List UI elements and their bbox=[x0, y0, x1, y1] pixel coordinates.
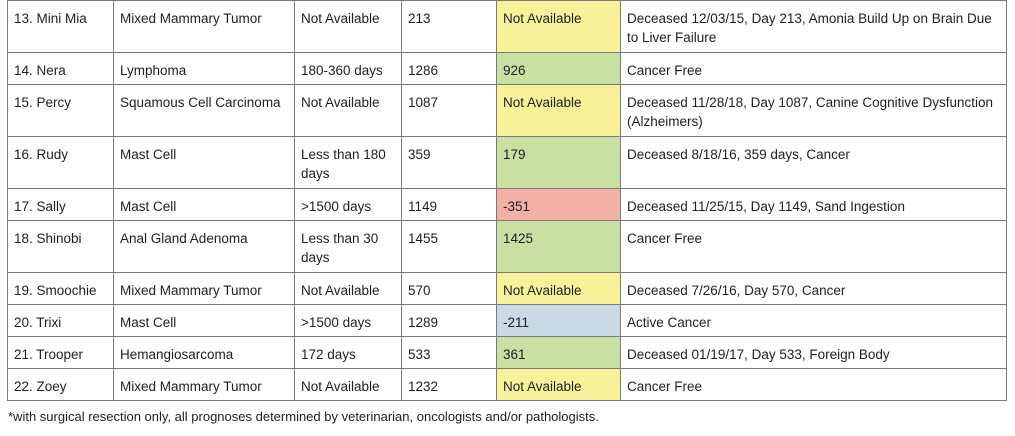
patient-cell: 15. Percy bbox=[7, 84, 114, 137]
patient-cell: 22. Zoey bbox=[7, 368, 114, 401]
patient-cell: 14. Nera bbox=[7, 52, 114, 85]
diagnosis-cell: Mast Cell bbox=[113, 136, 295, 189]
days-cell: 1289 bbox=[401, 304, 497, 337]
patient-cell: 19. Smoochie bbox=[7, 272, 114, 305]
diagnosis-cell: Anal Gland Adenoma bbox=[113, 220, 295, 273]
table-row: 13. Mini Mia Mixed Mammary Tumor Not Ava… bbox=[7, 0, 1007, 53]
prognosis-cell: Not Available bbox=[294, 272, 402, 305]
prognosis-cell: Not Available bbox=[294, 84, 402, 137]
diagnosis-cell: Mixed Mammary Tumor bbox=[113, 0, 295, 53]
difference-cell: -211 bbox=[496, 304, 621, 337]
days-cell: 213 bbox=[401, 0, 497, 53]
patient-cell: 20. Trixi bbox=[7, 304, 114, 337]
diagnosis-cell: Mast Cell bbox=[113, 304, 295, 337]
difference-cell: 1425 bbox=[496, 220, 621, 273]
outcome-cell: Cancer Free bbox=[620, 220, 1007, 273]
diagnosis-cell: Lymphoma bbox=[113, 52, 295, 85]
table-row: 17. Sally Mast Cell >1500 days 1149 -351… bbox=[7, 188, 1007, 221]
prognosis-cell: Not Available bbox=[294, 0, 402, 53]
table-row: 19. Smoochie Mixed Mammary Tumor Not Ava… bbox=[7, 272, 1007, 305]
prognosis-cell: Less than 30 days bbox=[294, 220, 402, 273]
table-row: 21. Trooper Hemangiosarcoma 172 days 533… bbox=[7, 336, 1007, 369]
outcome-cell: Deceased 01/19/17, Day 533, Foreign Body bbox=[620, 336, 1007, 369]
footnote: *with surgical resection only, all progn… bbox=[8, 409, 599, 424]
outcome-cell: Active Cancer bbox=[620, 304, 1007, 337]
prognosis-cell: 172 days bbox=[294, 336, 402, 369]
diagnosis-cell: Mixed Mammary Tumor bbox=[113, 272, 295, 305]
patient-cell: 16. Rudy bbox=[7, 136, 114, 189]
prognosis-cell: >1500 days bbox=[294, 304, 402, 337]
days-cell: 1286 bbox=[401, 52, 497, 85]
table-row: 22. Zoey Mixed Mammary Tumor Not Availab… bbox=[7, 368, 1007, 401]
days-cell: 1232 bbox=[401, 368, 497, 401]
outcome-cell: Deceased 8/18/16, 359 days, Cancer bbox=[620, 136, 1007, 189]
difference-cell: Not Available bbox=[496, 368, 621, 401]
case-results-table: 13. Mini Mia Mixed Mammary Tumor Not Ava… bbox=[7, 0, 1007, 401]
patient-cell: 13. Mini Mia bbox=[7, 0, 114, 53]
days-cell: 533 bbox=[401, 336, 497, 369]
diagnosis-cell: Mast Cell bbox=[113, 188, 295, 221]
table-row: 16. Rudy Mast Cell Less than 180 days 35… bbox=[7, 136, 1007, 189]
days-cell: 359 bbox=[401, 136, 497, 189]
outcome-cell: Deceased 11/25/15, Day 1149, Sand Ingest… bbox=[620, 188, 1007, 221]
prognosis-cell: Not Available bbox=[294, 368, 402, 401]
difference-cell: 926 bbox=[496, 52, 621, 85]
diagnosis-cell: Hemangiosarcoma bbox=[113, 336, 295, 369]
outcome-cell: Deceased 12/03/15, Day 213, Amonia Build… bbox=[620, 0, 1007, 53]
prognosis-cell: 180-360 days bbox=[294, 52, 402, 85]
difference-cell: -351 bbox=[496, 188, 621, 221]
table-row: 15. Percy Squamous Cell Carcinoma Not Av… bbox=[7, 84, 1007, 137]
table-row: 20. Trixi Mast Cell >1500 days 1289 -211… bbox=[7, 304, 1007, 337]
difference-cell: 179 bbox=[496, 136, 621, 189]
days-cell: 1455 bbox=[401, 220, 497, 273]
difference-cell: 361 bbox=[496, 336, 621, 369]
outcome-cell: Deceased 7/26/16, Day 570, Cancer bbox=[620, 272, 1007, 305]
patient-cell: 21. Trooper bbox=[7, 336, 114, 369]
days-cell: 570 bbox=[401, 272, 497, 305]
diagnosis-cell: Squamous Cell Carcinoma bbox=[113, 84, 295, 137]
prognosis-cell: Less than 180 days bbox=[294, 136, 402, 189]
days-cell: 1149 bbox=[401, 188, 497, 221]
table-row: 18. Shinobi Anal Gland Adenoma Less than… bbox=[7, 220, 1007, 273]
outcome-cell: Cancer Free bbox=[620, 52, 1007, 85]
patient-cell: 18. Shinobi bbox=[7, 220, 114, 273]
difference-cell: Not Available bbox=[496, 0, 621, 53]
outcome-cell: Deceased 11/28/18, Day 1087, Canine Cogn… bbox=[620, 84, 1007, 137]
outcome-cell: Cancer Free bbox=[620, 368, 1007, 401]
table-row: 14. Nera Lymphoma 180-360 days 1286 926 … bbox=[7, 52, 1007, 85]
patient-cell: 17. Sally bbox=[7, 188, 114, 221]
difference-cell: Not Available bbox=[496, 84, 621, 137]
prognosis-cell: >1500 days bbox=[294, 188, 402, 221]
days-cell: 1087 bbox=[401, 84, 497, 137]
diagnosis-cell: Mixed Mammary Tumor bbox=[113, 368, 295, 401]
difference-cell: Not Available bbox=[496, 272, 621, 305]
